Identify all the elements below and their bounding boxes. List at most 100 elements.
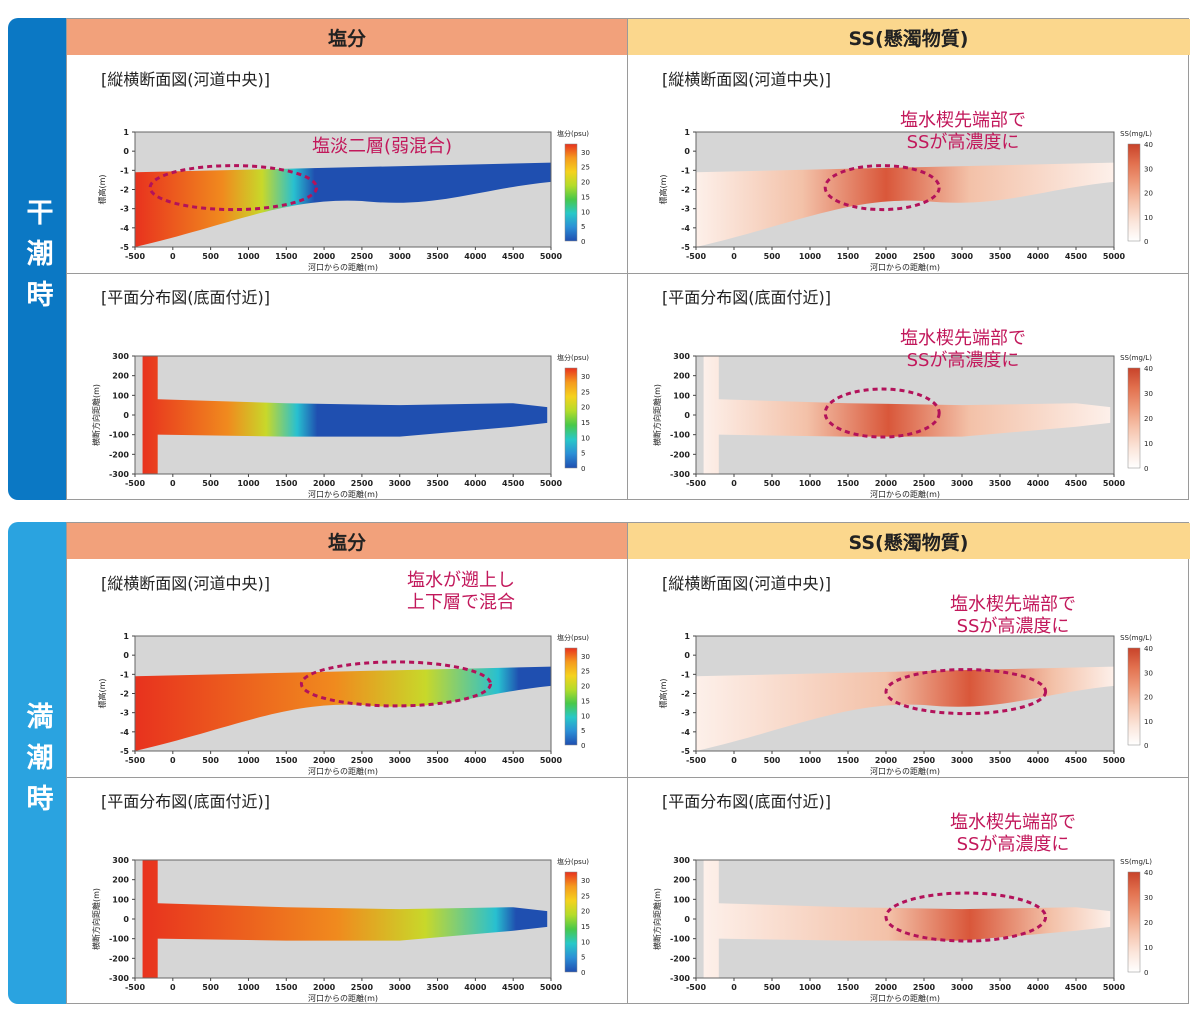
x-tick-label: 0 <box>170 479 176 488</box>
x-tick-label: 0 <box>731 983 737 992</box>
y-tick-label: -4 <box>681 224 690 233</box>
colorbar-tick-label: 10 <box>581 938 590 946</box>
x-tick-label: 3000 <box>951 479 974 488</box>
y-tick-label: 300 <box>112 856 129 865</box>
colorbar-tick-label: 0 <box>581 969 585 977</box>
y-tick-label: -1 <box>120 670 129 679</box>
ebb-ss-plan-chart: -500 0 500 1000 1500 2000 2500 3000 3500 4000 4500… <box>652 352 1153 499</box>
y-tick-label: 0 <box>684 915 690 924</box>
y-tick-label: -100 <box>670 431 690 440</box>
y-tick-label: -3 <box>681 205 690 214</box>
x-tick-label: 500 <box>764 983 781 992</box>
x-tick-label: 1500 <box>275 479 298 488</box>
x-tick-label: 4500 <box>1065 756 1088 765</box>
colorbar-tick-label: 0 <box>1144 969 1148 977</box>
colorbar-tick-label: 30 <box>1144 390 1153 398</box>
y-tick-label: -100 <box>109 935 129 944</box>
x-tick-label: -500 <box>686 756 706 765</box>
x-tick-label: 1500 <box>837 756 860 765</box>
colorbar <box>1127 367 1141 469</box>
water-field <box>142 356 548 474</box>
x-tick-label: 1500 <box>275 756 298 765</box>
colorbar <box>564 367 578 469</box>
ebb-tide-label: 干潮時 <box>21 197 53 321</box>
water-field <box>696 162 1114 247</box>
colorbar-tick-label: 25 <box>581 388 590 396</box>
colorbar-tick-label: 40 <box>1144 645 1153 653</box>
ebb-salt-plan-panel: [平面分布図(底面付近)] -500 0 500 1000 1500 2000 2500 30… <box>67 274 627 500</box>
colorbar-tick-label: 5 <box>581 954 585 962</box>
x-tick-label: 4500 <box>1065 252 1088 261</box>
y-tick-label: -300 <box>109 470 129 479</box>
x-tick-label: 1500 <box>275 252 298 261</box>
x-tick-label: 0 <box>170 756 176 765</box>
x-tick-label: 5000 <box>1103 756 1126 765</box>
x-tick-label: 3000 <box>389 479 412 488</box>
annotation-line: SSが高濃度に <box>906 350 1020 371</box>
x-tick-label: 1000 <box>799 983 822 992</box>
x-tick-label: 5000 <box>1103 479 1126 488</box>
flood-salt-plan-panel: [平面分布図(底面付近)] -500 0 500 1000 1500 2000 2500 30… <box>67 778 627 1004</box>
ss-column-header: SS(懸濁物質) <box>627 523 1190 559</box>
y-tick-label: 1 <box>684 128 690 137</box>
x-tick-label: 5000 <box>1103 983 1126 992</box>
flood-ss-longitudinal-chart: -500 0 500 1000 1500 2000 2500 3000 3500 4000 4500… <box>658 632 1153 776</box>
y-tick-label: -3 <box>120 205 129 214</box>
ebb-tide-tab: 干潮時 <box>8 18 66 500</box>
x-tick-label: 0 <box>731 479 737 488</box>
flood-ss-plan-chart: -500 0 500 1000 1500 2000 2500 3000 3500 4000 4500… <box>652 856 1153 1003</box>
colorbar-tick-label: 0 <box>1144 465 1148 473</box>
x-tick-label: 3500 <box>426 983 449 992</box>
water-field <box>703 356 1111 474</box>
x-axis-label: 河口からの距離(m) <box>308 489 378 499</box>
colorbar-label: 塩分(psu) <box>557 129 589 138</box>
y-tick-label: -1 <box>120 166 129 175</box>
x-axis-label: 河口からの距離(m) <box>870 993 940 1003</box>
y-tick-label: 0 <box>123 147 129 156</box>
row-divider <box>67 273 1188 274</box>
x-tick-label: 2500 <box>913 983 936 992</box>
x-axis-label: 河口からの距離(m) <box>308 993 378 1003</box>
ebb-salt-long-annotation: 塩淡二層(弱混合) <box>312 136 452 158</box>
x-tick-label: 2500 <box>351 983 374 992</box>
x-tick-label: 3500 <box>989 252 1012 261</box>
colorbar-tick-label: 25 <box>581 164 590 172</box>
y-tick-label: 200 <box>112 372 129 381</box>
colorbar-tick-label: 30 <box>1144 669 1153 677</box>
colorbar-tick-label: 40 <box>1144 869 1153 877</box>
x-tick-label: 4000 <box>464 983 487 992</box>
x-tick-label: 4000 <box>464 756 487 765</box>
x-tick-label: 3500 <box>989 479 1012 488</box>
y-tick-label: -1 <box>681 670 690 679</box>
colorbar-label: 塩分(psu) <box>557 633 589 642</box>
x-tick-label: 1000 <box>237 983 260 992</box>
x-axis-label: 河口からの距離(m) <box>870 489 940 499</box>
colorbar-tick-label: 15 <box>581 697 590 705</box>
y-tick-label: -200 <box>109 954 129 963</box>
panel-title: [縦横断面図(河道中央)] <box>101 574 270 593</box>
colorbar-tick-label: 25 <box>581 892 590 900</box>
x-axis-label: 河口からの距離(m) <box>870 766 940 776</box>
y-tick-label: 0 <box>123 915 129 924</box>
y-tick-label: -300 <box>109 974 129 983</box>
x-tick-label: 4500 <box>502 983 525 992</box>
annotation-line: 塩水楔先端部で <box>950 812 1076 833</box>
colorbar-tick-label: 20 <box>581 404 590 412</box>
y-tick-label: -1 <box>681 166 690 175</box>
colorbar-tick-label: 30 <box>1144 894 1153 902</box>
flood-tide-tab: 満潮時 <box>8 522 66 1004</box>
colorbar-tick-label: 10 <box>1144 214 1153 222</box>
colorbar-tick-label: 30 <box>581 653 590 661</box>
colorbar-tick-label: 15 <box>581 419 590 427</box>
y-axis-label: 横断方向距離(m) <box>91 888 101 950</box>
x-tick-label: 4500 <box>502 252 525 261</box>
ebb-ss-plan-panel: [平面分布図(底面付近)] -500 0 500 1000 1500 2000 2500 30… <box>628 274 1190 500</box>
y-axis-label: 横断方向距離(m) <box>91 384 101 446</box>
column-divider <box>627 523 628 1003</box>
x-tick-label: 2500 <box>913 252 936 261</box>
colorbar-tick-label: 0 <box>1144 238 1148 246</box>
x-tick-label: 3000 <box>951 983 974 992</box>
annotation-line: 塩水が遡上し <box>407 570 515 591</box>
colorbar-label: SS(mg/L) <box>1120 130 1152 138</box>
panel-title: [縦横断面図(河道中央)] <box>662 574 831 593</box>
